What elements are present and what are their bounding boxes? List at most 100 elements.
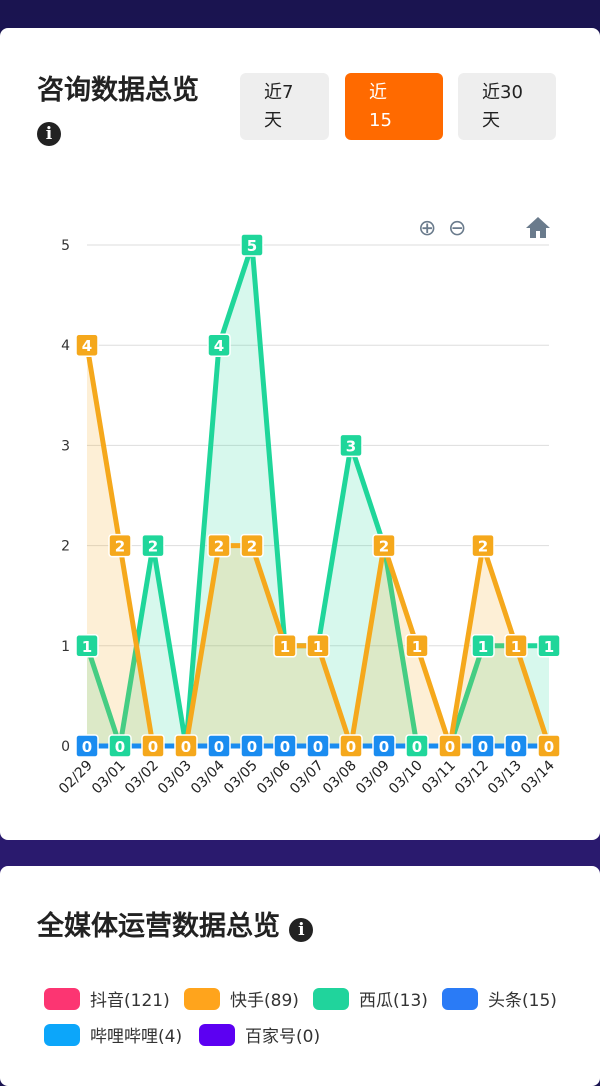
svg-text:2: 2 xyxy=(214,538,224,556)
svg-text:0: 0 xyxy=(511,738,521,756)
svg-text:0: 0 xyxy=(82,738,92,756)
svg-text:0: 0 xyxy=(544,738,554,756)
svg-text:2: 2 xyxy=(478,538,488,556)
x-tick-label: 02/29 xyxy=(56,758,96,798)
data-label: 0 xyxy=(405,734,429,758)
data-label: 2 xyxy=(141,533,165,558)
data-label: 0 xyxy=(306,734,330,758)
legend-label: 快手(89) xyxy=(230,991,299,1011)
data-label: 0 xyxy=(504,734,528,758)
svg-text:2: 2 xyxy=(379,538,389,556)
x-tick-label: 03/05 xyxy=(221,758,261,798)
x-tick-label: 03/09 xyxy=(353,758,393,798)
svg-text:1: 1 xyxy=(412,638,422,656)
info-icon[interactable]: i xyxy=(37,122,61,146)
svg-text:0: 0 xyxy=(247,738,257,756)
data-label: 0 xyxy=(339,734,363,758)
x-tick-label: 03/08 xyxy=(320,758,360,798)
consult-title: 咨询数据总览 xyxy=(37,75,199,106)
data-label: 4 xyxy=(75,333,99,357)
svg-text:0: 0 xyxy=(346,738,356,756)
legend-item[interactable]: 抖音(121) xyxy=(44,986,170,1011)
legend-label: 西瓜(13) xyxy=(359,991,428,1011)
svg-text:4: 4 xyxy=(214,337,224,355)
data-label: 0 xyxy=(75,734,99,758)
data-label: 3 xyxy=(339,433,363,458)
legend-label: 抖音(121) xyxy=(90,991,170,1011)
data-label: 0 xyxy=(438,734,462,758)
media-title: 全媒体运营数据总览 xyxy=(37,911,280,942)
x-tick-label: 03/02 xyxy=(122,758,162,798)
range-15-days-button[interactable]: 近15天 xyxy=(345,73,443,159)
legend-item[interactable]: 头条(15) xyxy=(442,986,557,1011)
svg-text:1: 1 xyxy=(544,638,554,656)
zoom-out-icon[interactable]: ⊖ xyxy=(448,216,467,241)
data-label: 0 xyxy=(207,734,231,758)
line-chart: 01234502/2903/0103/0203/0303/0403/0503/0… xyxy=(56,233,561,798)
svg-text:0: 0 xyxy=(181,738,191,756)
x-tick-label: 03/01 xyxy=(89,758,129,798)
legend-item[interactable]: 百家号(0) xyxy=(199,1022,320,1047)
data-label: 1 xyxy=(405,634,429,658)
data-label: 1 xyxy=(537,634,561,658)
svg-text:1: 1 xyxy=(313,638,323,656)
svg-text:0: 0 xyxy=(280,738,290,756)
data-label: 0 xyxy=(240,734,264,758)
legend-swatch xyxy=(44,1023,80,1046)
svg-text:1: 1 xyxy=(82,638,92,656)
svg-text:0: 0 xyxy=(445,738,455,756)
svg-text:2: 2 xyxy=(148,538,158,556)
info-icon[interactable]: i xyxy=(289,918,314,942)
data-label: 2 xyxy=(240,533,264,558)
data-label: 5 xyxy=(240,233,264,257)
svg-text:0: 0 xyxy=(379,738,389,756)
range-30-days-button[interactable]: 近30天 xyxy=(458,73,556,140)
legend-swatch xyxy=(313,987,349,1010)
svg-text:5: 5 xyxy=(247,237,257,255)
legend-item[interactable]: 哔哩哔哩(4) xyxy=(44,1022,182,1047)
svg-text:2: 2 xyxy=(115,538,125,556)
home-icon[interactable] xyxy=(526,216,550,238)
x-tick-label: 03/11 xyxy=(419,758,459,798)
data-label: 2 xyxy=(108,533,132,558)
data-label: 0 xyxy=(174,734,198,758)
data-label: 0 xyxy=(108,734,132,758)
legend-label: 头条(15) xyxy=(488,991,557,1011)
x-tick-label: 03/07 xyxy=(287,758,327,798)
data-label: 0 xyxy=(273,734,297,758)
data-label: 1 xyxy=(75,634,99,658)
y-tick-label: 0 xyxy=(61,739,70,755)
series-area xyxy=(87,245,549,746)
svg-text:1: 1 xyxy=(478,638,488,656)
svg-text:0: 0 xyxy=(148,738,158,756)
legend-item[interactable]: 快手(89) xyxy=(184,986,299,1011)
x-tick-label: 03/14 xyxy=(518,757,558,797)
media-card: 全媒体运营数据总览 i 抖音(121) 快手(89) 西瓜(13) 头条(15) 哔哩哔… xyxy=(0,866,600,1086)
data-label: 2 xyxy=(207,533,231,558)
data-label: 2 xyxy=(372,533,396,558)
y-tick-label: 5 xyxy=(61,238,70,254)
data-label: 1 xyxy=(273,634,297,658)
svg-text:4: 4 xyxy=(82,337,92,355)
legend-item[interactable]: 西瓜(13) xyxy=(313,986,428,1011)
svg-text:0: 0 xyxy=(412,738,422,756)
zoom-in-icon[interactable]: ⊕ xyxy=(418,216,437,241)
range-7-days-button[interactable]: 近7天 xyxy=(240,73,329,140)
svg-text:0: 0 xyxy=(214,738,224,756)
svg-text:3: 3 xyxy=(346,437,356,455)
legend-label: 百家号(0) xyxy=(245,1027,321,1047)
x-tick-label: 03/06 xyxy=(254,757,294,797)
svg-text:0: 0 xyxy=(313,738,323,756)
svg-text:1: 1 xyxy=(511,638,521,656)
consult-card: 咨询数据总览 i 近7天 近15天 近30天 ⊕ ⊖ 0 1 2 3 4 5 02/29 03… xyxy=(0,28,600,840)
y-tick-label: 3 xyxy=(61,438,70,454)
y-tick-label: 4 xyxy=(61,338,70,354)
legend-swatch xyxy=(199,1023,235,1046)
x-tick-label: 03/13 xyxy=(485,758,525,798)
data-label: 0 xyxy=(372,734,396,758)
data-label: 1 xyxy=(306,634,330,658)
x-tick-label: 03/12 xyxy=(452,758,492,798)
y-tick-label: 1 xyxy=(61,639,70,655)
svg-text:2: 2 xyxy=(247,538,257,556)
data-label: 0 xyxy=(471,734,495,758)
